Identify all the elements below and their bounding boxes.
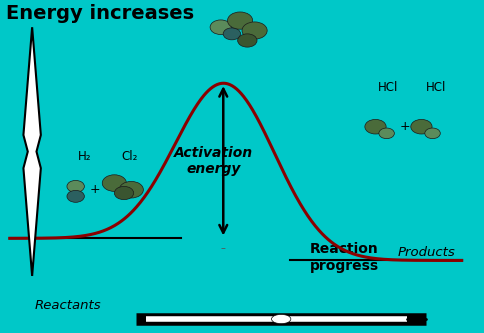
Circle shape xyxy=(210,20,231,35)
Circle shape xyxy=(242,22,267,39)
Polygon shape xyxy=(23,27,41,276)
Circle shape xyxy=(410,120,431,134)
Text: Reaction
progress: Reaction progress xyxy=(310,242,378,273)
Ellipse shape xyxy=(271,314,290,324)
Text: –: – xyxy=(220,243,225,253)
Circle shape xyxy=(378,128,393,139)
Text: Cl₂: Cl₂ xyxy=(121,150,137,163)
Circle shape xyxy=(227,12,252,29)
Circle shape xyxy=(102,175,126,191)
Circle shape xyxy=(119,181,143,198)
Circle shape xyxy=(67,190,84,202)
Circle shape xyxy=(424,128,439,139)
Circle shape xyxy=(237,34,257,47)
Text: Energy increases: Energy increases xyxy=(5,4,193,23)
Text: Activation
energy: Activation energy xyxy=(174,146,253,176)
Text: HCl: HCl xyxy=(425,81,446,94)
Text: Products: Products xyxy=(396,246,454,259)
Circle shape xyxy=(223,28,240,40)
Text: Reactants: Reactants xyxy=(34,299,101,312)
Circle shape xyxy=(67,180,84,192)
Circle shape xyxy=(364,120,385,134)
Text: +: + xyxy=(398,120,409,133)
Text: +: + xyxy=(90,183,100,196)
Text: H₂: H₂ xyxy=(78,150,91,163)
Text: HCl: HCl xyxy=(377,81,397,94)
Circle shape xyxy=(114,186,134,200)
